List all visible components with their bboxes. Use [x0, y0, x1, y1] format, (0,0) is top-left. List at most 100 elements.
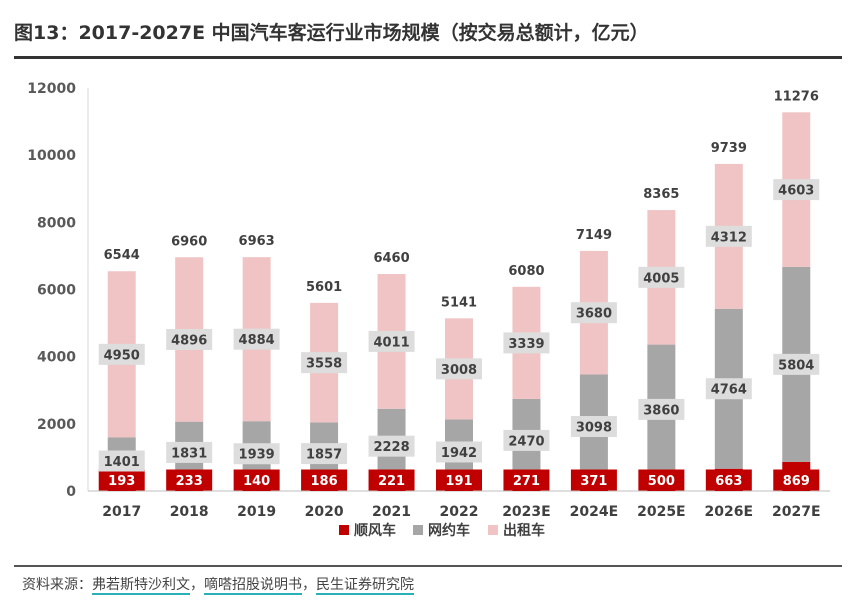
y-tick-label: 4000 [37, 350, 76, 366]
data-label-bg [301, 469, 348, 491]
y-tick-label: 0 [66, 484, 76, 500]
data-label-bg [773, 469, 820, 491]
x-tick-label: 2018 [170, 504, 209, 520]
data-label-bg [705, 469, 752, 491]
stacked-bar-chart: 0 2000 4000 6000 8000 10000 12000 193 1401 4950 65… [27, 81, 830, 539]
data-label: 1857 [306, 448, 342, 463]
data-label: 4312 [711, 230, 747, 245]
data-label: 221 [378, 474, 405, 489]
data-label: 5804 [778, 358, 814, 373]
title-bar: 图13：2017-2027E 中国汽车客运行业市场规模（按交易总额计，亿元） [14, 14, 842, 59]
data-label: 233 [176, 474, 203, 489]
source-note: 资料来源：弗若斯特沙利文，嘀嗒招股说明书，民生证券研究院 [22, 574, 414, 595]
x-tick-label: 2023E [502, 504, 551, 520]
data-label-bg [166, 469, 213, 491]
total-label: 6963 [239, 234, 275, 249]
data-label: 2228 [373, 440, 409, 455]
data-label: 140 [243, 474, 270, 489]
x-tick-label: 2019 [237, 504, 276, 520]
legend-swatch [339, 525, 349, 535]
x-tick-label: 2021 [372, 504, 411, 520]
data-label-bg [773, 179, 820, 201]
data-label: 3098 [576, 421, 612, 436]
data-label-bg [98, 469, 145, 491]
data-label-bg [368, 469, 415, 491]
data-label: 4005 [643, 271, 679, 286]
data-label-bg [436, 358, 482, 380]
data-label-bg [301, 443, 348, 465]
data-label-bg [570, 469, 617, 491]
data-label-bg [233, 469, 280, 491]
x-tick-label: 2026E [705, 504, 754, 520]
y-tick-label: 2000 [37, 417, 76, 433]
x-tick-label: 2022 [440, 504, 479, 520]
data-label-bg [638, 469, 685, 491]
source-item-3: 民生证券研究院 [316, 577, 414, 595]
data-label-bg [638, 398, 685, 420]
y-tick-label: 12000 [27, 81, 76, 97]
y-tick-label: 8000 [37, 215, 76, 231]
data-label: 371 [580, 474, 607, 489]
legend-swatch [413, 525, 423, 535]
data-label-bg [98, 343, 145, 365]
data-label-bg [301, 352, 348, 374]
x-tick-label: 2025E [637, 504, 686, 520]
source-label: 资料来源： [22, 577, 92, 593]
source-item-2: 嘀嗒招股说明书 [204, 577, 302, 595]
data-label: 4603 [778, 184, 814, 199]
total-label: 6460 [373, 251, 409, 266]
data-label-bg [570, 416, 617, 438]
total-label: 6544 [104, 248, 140, 263]
data-label-bg [436, 441, 482, 463]
chart-area: 0 2000 4000 6000 8000 10000 12000 193 1401 4950 65… [0, 70, 858, 560]
y-tick-label: 10000 [27, 148, 76, 164]
data-label-bg [233, 328, 280, 350]
data-label-bg [570, 302, 617, 324]
data-label: 4011 [373, 335, 409, 350]
data-label-bg [436, 469, 482, 491]
total-label: 6080 [508, 264, 544, 279]
data-label: 1831 [171, 446, 207, 461]
source-sep-2: ， [302, 577, 316, 593]
x-tick-label: 2024E [570, 504, 619, 520]
data-label-bg [705, 225, 752, 247]
x-tick-label: 2017 [102, 504, 141, 520]
divider [14, 565, 842, 567]
legend-swatch [488, 525, 498, 535]
data-label: 2470 [508, 434, 544, 449]
data-label: 193 [108, 474, 135, 489]
total-label: 8365 [643, 187, 679, 202]
data-label: 271 [513, 474, 540, 489]
data-label-bg [638, 266, 685, 288]
data-label-bg [705, 378, 752, 400]
total-label: 6960 [171, 234, 207, 249]
data-label: 186 [311, 474, 338, 489]
x-tick-label: 2020 [305, 504, 344, 520]
data-label: 3558 [306, 357, 342, 372]
data-label-bg [166, 441, 213, 463]
legend-label: 出租车 [503, 522, 545, 539]
data-label-bg [503, 469, 550, 491]
data-label: 3339 [508, 337, 544, 352]
total-label: 11276 [774, 89, 819, 104]
data-label-bg [503, 332, 550, 354]
data-label: 3680 [576, 307, 612, 322]
chart-title: 图13：2017-2027E 中国汽车客运行业市场规模（按交易总额计，亿元） [14, 22, 649, 44]
legend-label: 顺风车 [354, 522, 396, 539]
total-label: 5601 [306, 280, 342, 295]
data-label: 663 [715, 474, 742, 489]
data-label: 4896 [171, 333, 207, 348]
x-tick-label: 2027E [772, 504, 821, 520]
data-label-bg [98, 450, 145, 472]
y-tick-label: 6000 [37, 283, 76, 299]
data-label-bg [773, 353, 820, 375]
data-label: 3860 [643, 403, 679, 418]
data-label-bg [368, 435, 415, 457]
total-label: 5141 [441, 295, 477, 310]
source-sep-1: ， [190, 577, 204, 593]
data-label-bg [368, 330, 415, 352]
legend-label: 网约车 [428, 522, 470, 539]
data-label-bg [233, 443, 280, 465]
data-label: 3008 [441, 363, 477, 378]
total-label: 9739 [711, 141, 747, 156]
